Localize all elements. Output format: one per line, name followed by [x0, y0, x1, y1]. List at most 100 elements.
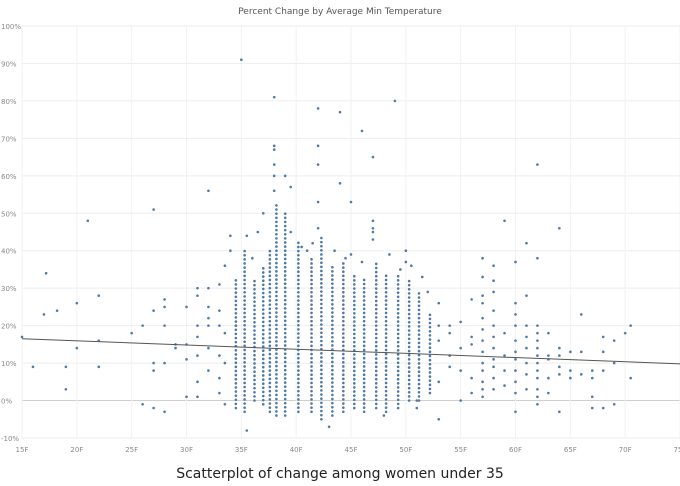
data-point [283, 315, 287, 318]
data-point [275, 311, 278, 314]
data-point [384, 402, 388, 405]
data-point [470, 376, 473, 380]
y-tick-label: 10% [1, 360, 17, 368]
data-point [243, 369, 246, 372]
data-point [420, 275, 424, 279]
data-point [331, 414, 334, 417]
data-point [234, 307, 238, 311]
data-point [569, 369, 572, 372]
data-point [374, 332, 378, 336]
y-tick-label: 60% [1, 173, 17, 181]
data-point [310, 406, 313, 409]
data-point [130, 331, 133, 335]
data-point [268, 398, 272, 401]
data-point [310, 340, 313, 344]
data-point [283, 368, 287, 372]
data-point [407, 337, 411, 341]
data-point [417, 329, 421, 332]
y-tick-label: 80% [1, 98, 17, 106]
data-point [374, 398, 378, 402]
data-point [275, 224, 278, 228]
data-point [492, 290, 495, 294]
data-point [342, 398, 345, 401]
data-point [492, 388, 495, 391]
data-point [384, 352, 388, 356]
data-point [331, 393, 334, 397]
data-point [331, 344, 334, 347]
data-point [297, 332, 300, 335]
data-point [536, 402, 539, 406]
data-point [601, 369, 605, 372]
data-point [268, 361, 272, 364]
data-point [243, 356, 246, 360]
data-point [384, 274, 388, 278]
data-point [320, 385, 323, 388]
data-point [305, 249, 309, 253]
data-point [352, 386, 356, 389]
data-point [207, 346, 210, 350]
data-point [275, 265, 278, 269]
data-point [352, 316, 356, 319]
data-point [331, 381, 334, 384]
data-point [362, 311, 366, 315]
data-point [261, 275, 265, 278]
data-point [417, 304, 421, 308]
data-point [396, 307, 400, 311]
data-point [384, 340, 388, 344]
data-point [283, 373, 287, 376]
data-point [352, 365, 356, 369]
data-point [310, 278, 313, 282]
data-point [407, 292, 411, 295]
data-point [275, 257, 278, 261]
data-point [396, 295, 400, 299]
data-point [352, 320, 356, 323]
data-point [320, 413, 323, 417]
data-point [234, 353, 238, 356]
data-point [234, 311, 238, 315]
data-point [407, 362, 411, 365]
data-point [352, 279, 356, 282]
data-point [362, 402, 366, 405]
data-point [283, 294, 287, 298]
data-point [428, 317, 432, 321]
data-point [320, 310, 323, 314]
data-point [374, 402, 378, 406]
data-point [428, 329, 432, 333]
data-point [310, 270, 313, 274]
data-point [20, 335, 24, 339]
data-point [310, 258, 313, 261]
data-point [297, 291, 300, 294]
data-point [352, 303, 356, 307]
scatter-plot: Percent Change by Average Min Temperatur… [1, 7, 680, 454]
data-point [283, 414, 287, 417]
y-tick-label: 90% [1, 60, 17, 68]
data-point [503, 219, 506, 223]
data-point [275, 294, 278, 298]
data-point [396, 279, 400, 282]
data-point [268, 319, 272, 323]
data-point [417, 296, 421, 299]
data-point [629, 376, 632, 380]
data-point [384, 365, 388, 368]
data-point [275, 282, 278, 285]
data-point [396, 283, 400, 286]
data-point [352, 324, 356, 327]
x-tick-label: 30F [180, 446, 193, 454]
data-point [536, 256, 539, 260]
data-point [297, 328, 300, 331]
data-point [243, 328, 246, 331]
data-point [297, 336, 300, 339]
data-point [374, 311, 378, 315]
data-point [207, 324, 210, 327]
data-point [243, 348, 246, 352]
data-point [297, 282, 300, 286]
data-point [374, 291, 378, 294]
data-point [275, 377, 278, 380]
data-point [207, 369, 210, 372]
data-point [352, 377, 356, 381]
data-point [268, 266, 272, 269]
data-point [492, 279, 495, 282]
data-point [320, 397, 323, 400]
data-point [234, 336, 238, 340]
data-point [253, 353, 256, 357]
